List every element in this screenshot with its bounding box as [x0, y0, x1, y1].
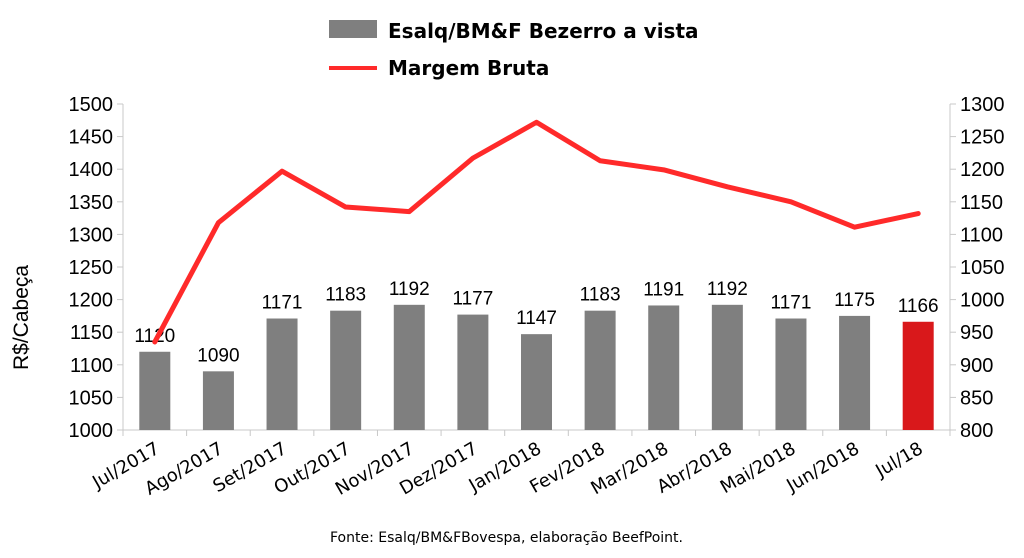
x-tick-label: Jun/2018	[782, 438, 863, 497]
bar	[393, 304, 425, 430]
bar	[711, 304, 743, 430]
legend: Esalq/BM&F Bezerro a vista Margem Bruta	[329, 19, 699, 80]
x-tick-label: Jul/18	[871, 438, 926, 482]
right-tick-label: 1150	[960, 192, 1003, 214]
bar	[202, 371, 234, 430]
left-tick-label: 1400	[69, 159, 114, 181]
right-tick-label: 1050	[960, 257, 1005, 279]
bar	[330, 310, 362, 430]
bar	[775, 318, 807, 430]
right-tick-label: 1100	[960, 224, 1003, 246]
bar	[139, 351, 171, 430]
right-tick-label: 850	[960, 387, 993, 409]
bar-data-label: 1192	[389, 279, 430, 300]
left-tick-label: 1300	[69, 224, 114, 246]
right-tick-label: 1200	[960, 159, 1005, 181]
legend-label-bars: Esalq/BM&F Bezerro a vista	[388, 19, 699, 43]
bar	[266, 318, 298, 430]
bar	[457, 314, 489, 430]
right-tick-label: 1250	[960, 127, 1005, 149]
left-tick-label: 1450	[69, 127, 114, 149]
right-tick-label: 1000	[960, 290, 1005, 312]
bar	[584, 310, 616, 430]
left-tick-label: 1350	[69, 192, 114, 214]
bar	[902, 321, 934, 430]
left-tick-label: 1150	[70, 322, 113, 344]
bar-data-label: 1147	[516, 308, 557, 329]
source-note: Fonte: Esalq/BM&FBovespa, elaboração Bee…	[330, 530, 683, 546]
right-tick-label: 800	[960, 420, 993, 442]
bar-data-label: 1183	[580, 285, 621, 306]
left-tick-label: 1500	[69, 94, 114, 116]
bar-data-label: 1192	[707, 279, 748, 300]
line-series	[152, 119, 921, 345]
left-tick-label: 1250	[69, 257, 114, 279]
left-tick-label: 1200	[69, 290, 114, 312]
bar	[839, 315, 871, 430]
bar	[521, 334, 552, 430]
bar	[648, 305, 680, 430]
x-axis-ticks: Jul/2017Ago/2017Set/2017Out/2017Nov/2017…	[88, 430, 951, 500]
right-tick-label: 950	[960, 322, 993, 344]
left-axis-ticks: 1000 1050 1100 1150 1200 1250 1300 1350 1400 1450…	[69, 94, 123, 442]
bar-data-label: 1171	[771, 293, 812, 314]
legend-swatch-bars	[329, 20, 377, 38]
bar-data-label: 1120	[134, 326, 175, 347]
bar-series	[139, 304, 934, 430]
margem-bruta-line	[152, 119, 921, 345]
legend-label-line: Margem Bruta	[388, 56, 549, 80]
right-axis-ticks: 800 850 900 950 1000 1050 1100 1150 1200 1250 1300	[950, 94, 1005, 442]
left-tick-label: 1000	[69, 420, 114, 442]
y-axis-title: R$/Cabeça	[10, 265, 33, 370]
left-tick-label: 1100	[70, 355, 113, 377]
bar-data-label: 1171	[262, 293, 303, 314]
right-tick-label: 900	[960, 355, 993, 377]
bar-data-label: 1090	[197, 345, 239, 366]
bar-data-label: 1191	[643, 279, 684, 300]
right-tick-label: 1300	[960, 94, 1005, 116]
bar-data-labels: 1120 1090 1171 1183 1192 1177 1147 1183 1191 1192…	[134, 279, 938, 367]
bar-data-label: 1175	[834, 290, 875, 311]
bar-data-label: 1183	[325, 285, 366, 306]
bar-data-label: 1166	[898, 296, 939, 317]
left-tick-label: 1050	[69, 387, 114, 409]
bar-data-label: 1177	[452, 289, 493, 310]
